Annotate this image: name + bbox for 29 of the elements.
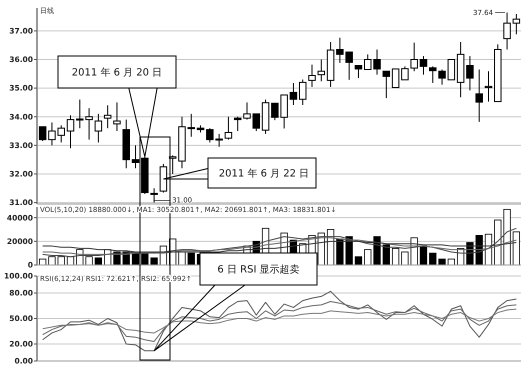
line-series <box>42 290 517 352</box>
candlestick <box>308 64 316 88</box>
line-series <box>42 301 517 342</box>
bar <box>429 252 436 266</box>
bar <box>512 231 520 266</box>
candlestick <box>188 113 196 138</box>
annotation: 2011 年 6 月 20 日 <box>72 66 162 78</box>
bar <box>94 258 102 266</box>
candlestick <box>113 102 121 132</box>
bar <box>38 258 46 266</box>
bar <box>494 220 502 266</box>
bar <box>58 256 65 266</box>
candlestick <box>104 104 112 129</box>
candlestick <box>475 69 483 122</box>
candlestick <box>484 70 492 102</box>
annotation: 6 日 RSI 显示超卖 <box>217 264 300 276</box>
bar <box>364 249 372 266</box>
line-series <box>42 308 517 334</box>
candlestick <box>94 113 102 143</box>
bar <box>448 258 455 266</box>
bar <box>382 244 390 266</box>
bar <box>336 238 344 266</box>
annotation: 2011 年 6 月 22 日 <box>218 168 310 180</box>
candlestick <box>85 108 93 140</box>
candlestick <box>122 119 130 169</box>
callout-box: 2011 年 6 月 20 日 <box>58 56 176 158</box>
bar <box>141 252 148 266</box>
candlestick <box>318 59 326 82</box>
bar <box>188 252 195 266</box>
